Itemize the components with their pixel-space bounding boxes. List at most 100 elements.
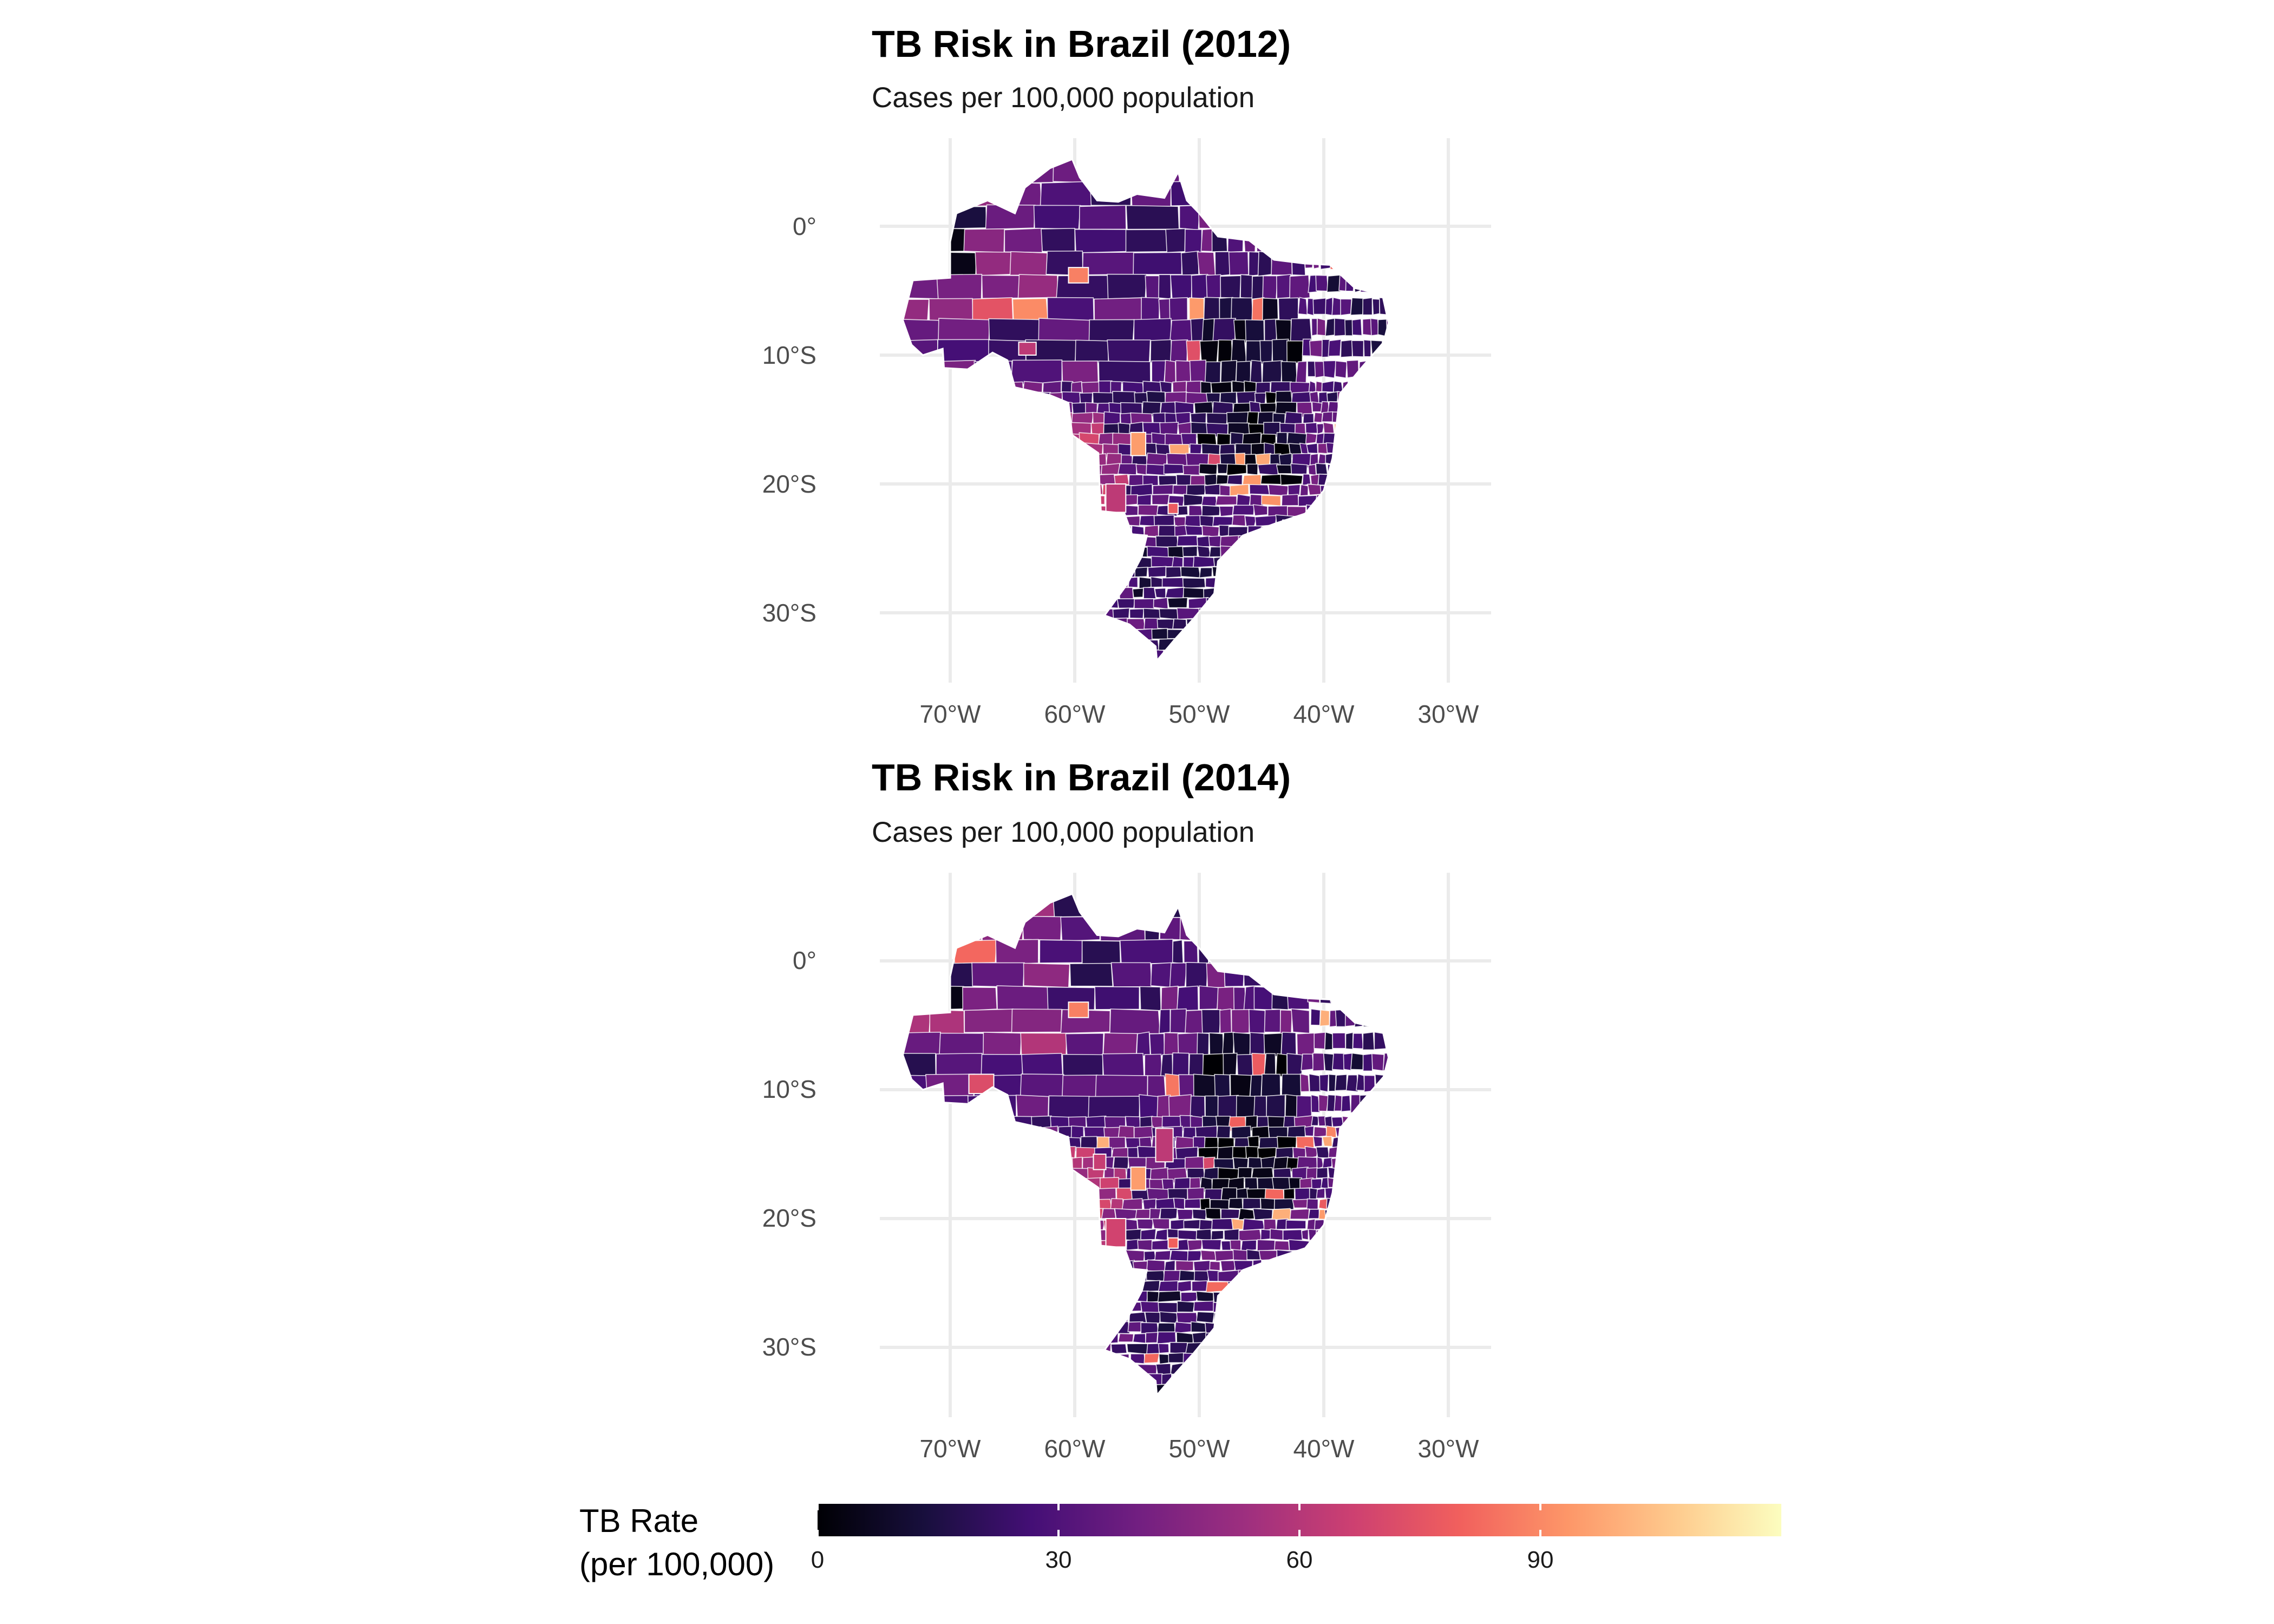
municipality-region (1219, 506, 1234, 517)
municipality-region (1031, 1364, 1052, 1376)
municipality-region (1399, 182, 1409, 199)
municipality-region (998, 1280, 1016, 1292)
municipality-region (1350, 670, 1361, 681)
municipality-region (1217, 1321, 1237, 1334)
municipality-region (1308, 939, 1317, 958)
municipality-region (903, 535, 908, 547)
municipality-region (1295, 1404, 1310, 1416)
municipality-region (1180, 566, 1201, 579)
municipality-region (1074, 546, 1094, 557)
municipality-region (1265, 638, 1280, 650)
municipality-region (1332, 1032, 1346, 1049)
municipality-region (903, 638, 909, 651)
municipality-region (1404, 1384, 1417, 1396)
municipality-region (1215, 1404, 1230, 1415)
municipality-region (1393, 986, 1406, 1003)
municipality-region (1353, 514, 1363, 527)
municipality-region (1201, 318, 1215, 343)
municipality-region (1332, 1404, 1345, 1416)
municipality-region (964, 1115, 979, 1132)
municipality-region (1202, 181, 1214, 206)
municipality-region (1169, 1362, 1185, 1375)
municipality-region (1033, 453, 1051, 469)
municipality-region (1207, 628, 1223, 641)
municipality-region (1332, 1352, 1339, 1365)
municipality-region (1384, 894, 1389, 911)
municipality-region (1226, 474, 1243, 486)
municipality-region (1241, 916, 1260, 941)
municipality-region (1335, 597, 1350, 610)
municipality-region (1162, 671, 1178, 682)
municipality-region (1074, 228, 1127, 254)
municipality-region (1363, 494, 1376, 507)
municipality-region (1203, 894, 1217, 918)
municipality-region (1338, 915, 1347, 935)
municipality-region (1167, 1383, 1188, 1396)
municipality-region (1380, 1009, 1389, 1026)
municipality-region (990, 1197, 1008, 1209)
municipality-region (1119, 939, 1173, 965)
municipality-region (1135, 1208, 1151, 1219)
municipality-region (1279, 1009, 1293, 1034)
municipality-region (1401, 1281, 1413, 1292)
municipality-region (1099, 159, 1144, 184)
municipality-region (1024, 649, 1042, 661)
municipality-region (1204, 361, 1221, 385)
municipality-region (1278, 578, 1293, 590)
municipality-region (1392, 443, 1402, 454)
municipality-region (931, 566, 948, 579)
municipality-region (984, 1218, 997, 1230)
municipality-region (1017, 1197, 1035, 1209)
municipality-region (903, 1197, 905, 1210)
high-rate-region (1105, 1218, 1127, 1248)
municipality-region (990, 1168, 1012, 1183)
municipality-region (1350, 297, 1364, 316)
municipality-region (1121, 1260, 1135, 1272)
municipality-region (938, 318, 991, 342)
municipality-region (1004, 227, 1043, 253)
municipality-region (1265, 1269, 1288, 1281)
municipality-region (1044, 1198, 1059, 1210)
municipality-region (1341, 567, 1352, 579)
municipality-region (887, 1384, 900, 1395)
x-tick-label: 40°W (1293, 700, 1355, 728)
municipality-region (988, 1331, 1005, 1344)
municipality-region (1191, 181, 1204, 207)
municipality-region (1357, 1332, 1370, 1344)
municipality-region (1335, 515, 1345, 527)
municipality-region (953, 1332, 973, 1344)
municipality-region (1235, 361, 1251, 385)
municipality-region (1089, 556, 1102, 567)
municipality-region (1171, 1373, 1190, 1385)
municipality-region (1002, 628, 1016, 641)
municipality-region (907, 1352, 923, 1364)
municipality-region (1321, 339, 1330, 358)
municipality-region (1350, 1052, 1364, 1070)
municipality-region (903, 159, 927, 184)
municipality-region (1142, 1394, 1163, 1396)
municipality-region (1403, 381, 1414, 391)
municipality-region (1357, 962, 1368, 981)
municipality-region (994, 567, 1013, 579)
municipality-region (1352, 894, 1362, 895)
municipality-region (1083, 1312, 1105, 1323)
municipality-region (1199, 567, 1213, 579)
municipality-region (1335, 535, 1345, 548)
municipality-region (1106, 1396, 1121, 1405)
municipality-region (1168, 1094, 1192, 1119)
municipality-region (1361, 443, 1375, 454)
municipality-region (1311, 578, 1320, 590)
municipality-region (1021, 1406, 1036, 1415)
municipality-region (982, 586, 999, 599)
municipality-region (959, 1291, 979, 1304)
municipality-region (1374, 1281, 1383, 1293)
municipality-region (1336, 1383, 1350, 1394)
municipality-region (1138, 505, 1159, 516)
municipality-region (1046, 1270, 1058, 1282)
municipality-region (952, 526, 971, 538)
municipality-region (1355, 381, 1368, 392)
municipality-region (1392, 1270, 1403, 1282)
municipality-region (1397, 630, 1407, 640)
municipality-region (953, 1352, 968, 1365)
municipality-region (1382, 1052, 1389, 1071)
